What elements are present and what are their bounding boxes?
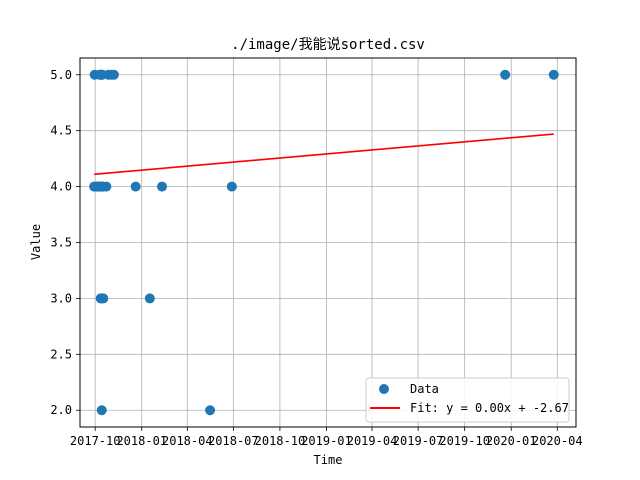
plot-series bbox=[89, 69, 559, 416]
data-point bbox=[101, 181, 112, 192]
x-tick-label: 2019-10 bbox=[439, 434, 490, 448]
x-tick-label: 2017-10 bbox=[70, 434, 121, 448]
x-tick-label: 2018-07 bbox=[208, 434, 259, 448]
legend-fit-label: Fit: y = 0.00x + -2.67 bbox=[410, 401, 569, 415]
y-tick-label: 3.0 bbox=[50, 291, 72, 305]
grid-lines bbox=[80, 58, 576, 427]
x-tick-label: 2020-01 bbox=[486, 434, 537, 448]
y-tick-label: 3.5 bbox=[50, 236, 72, 250]
legend-data-marker bbox=[379, 384, 389, 394]
data-point bbox=[500, 69, 511, 80]
x-tick-label: 2019-04 bbox=[347, 434, 398, 448]
data-point bbox=[96, 405, 107, 416]
fit-line bbox=[94, 133, 554, 176]
x-tick-label: 2018-01 bbox=[116, 434, 167, 448]
data-point bbox=[205, 405, 216, 416]
y-tick-label: 4.5 bbox=[50, 124, 72, 138]
y-tick-label: 4.0 bbox=[50, 180, 72, 194]
y-axis-label: Value bbox=[29, 224, 43, 260]
data-point bbox=[130, 181, 141, 192]
data-point bbox=[548, 69, 559, 80]
legend-box bbox=[365, 377, 570, 423]
data-point bbox=[108, 69, 119, 80]
x-tick-label: 2019-01 bbox=[301, 434, 352, 448]
y-tick-label: 2.5 bbox=[50, 347, 72, 361]
chart-title: ./image/我能说sorted.csv bbox=[231, 37, 425, 53]
y-tick-label: 2.0 bbox=[50, 403, 72, 417]
data-point bbox=[98, 293, 109, 304]
y-tick-label: 5.0 bbox=[50, 68, 72, 82]
x-axis-label: Time bbox=[314, 453, 343, 467]
data-point bbox=[156, 181, 167, 192]
data-point bbox=[144, 293, 155, 304]
x-tick-label: 2018-10 bbox=[255, 434, 306, 448]
legend: Data Fit: y = 0.00x + -2.67 bbox=[365, 377, 570, 423]
x-tick-label: 2020-04 bbox=[532, 434, 583, 448]
x-tick-label: 2019-07 bbox=[393, 434, 444, 448]
axis-ticks: 2017-102018-012018-042018-072018-102019-… bbox=[50, 68, 582, 448]
data-point bbox=[226, 181, 237, 192]
legend-data-label: Data bbox=[410, 382, 439, 396]
x-tick-label: 2018-04 bbox=[162, 434, 213, 448]
